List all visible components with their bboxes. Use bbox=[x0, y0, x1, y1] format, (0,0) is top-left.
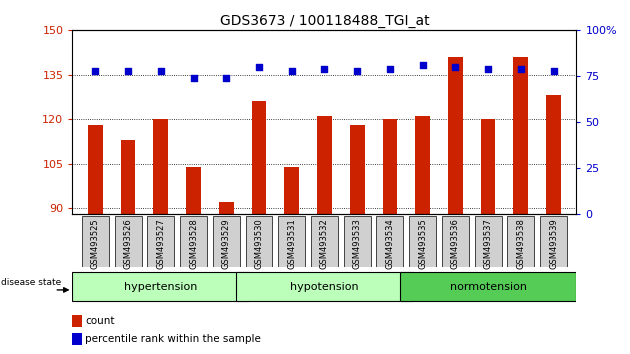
Point bbox=[156, 68, 166, 73]
Text: GSM493533: GSM493533 bbox=[353, 218, 362, 269]
Point bbox=[254, 64, 264, 70]
Bar bbox=[115, 216, 142, 267]
Text: GSM493537: GSM493537 bbox=[484, 218, 493, 269]
Bar bbox=[154, 119, 168, 214]
Bar bbox=[278, 216, 305, 267]
Text: GSM493536: GSM493536 bbox=[451, 218, 460, 269]
Bar bbox=[180, 216, 207, 267]
Bar bbox=[186, 167, 201, 214]
Point bbox=[450, 64, 461, 70]
Point bbox=[90, 68, 100, 73]
Bar bbox=[382, 119, 398, 214]
Bar bbox=[442, 216, 469, 267]
Bar bbox=[311, 216, 338, 267]
Bar bbox=[72, 273, 249, 301]
Bar bbox=[219, 202, 234, 214]
Bar bbox=[284, 167, 299, 214]
Point bbox=[385, 66, 395, 72]
Text: count: count bbox=[85, 316, 115, 326]
Text: GSM493531: GSM493531 bbox=[287, 218, 296, 269]
Bar bbox=[350, 125, 365, 214]
Text: GSM493530: GSM493530 bbox=[255, 218, 263, 269]
Text: percentile rank within the sample: percentile rank within the sample bbox=[85, 334, 261, 344]
Text: GSM493529: GSM493529 bbox=[222, 218, 231, 269]
Text: normotension: normotension bbox=[450, 282, 527, 292]
Bar bbox=[415, 116, 430, 214]
Text: GSM493526: GSM493526 bbox=[123, 218, 132, 269]
Bar bbox=[546, 96, 561, 214]
Bar bbox=[399, 273, 576, 301]
Bar bbox=[344, 216, 370, 267]
Bar bbox=[147, 216, 175, 267]
Text: GSM493527: GSM493527 bbox=[156, 218, 165, 269]
Bar bbox=[121, 140, 135, 214]
Text: GSM493538: GSM493538 bbox=[517, 218, 525, 269]
Title: GDS3673 / 100118488_TGI_at: GDS3673 / 100118488_TGI_at bbox=[220, 14, 429, 28]
Bar bbox=[72, 333, 81, 345]
Bar bbox=[481, 119, 495, 214]
Text: GSM493532: GSM493532 bbox=[320, 218, 329, 269]
Point bbox=[188, 75, 198, 81]
Bar bbox=[72, 315, 81, 327]
Point bbox=[221, 75, 231, 81]
Point bbox=[352, 68, 362, 73]
Text: GSM493539: GSM493539 bbox=[549, 218, 558, 269]
Bar bbox=[448, 57, 462, 214]
Point bbox=[287, 68, 297, 73]
Point bbox=[319, 66, 329, 72]
Bar bbox=[507, 216, 534, 267]
Point bbox=[483, 66, 493, 72]
Text: GSM493528: GSM493528 bbox=[189, 218, 198, 269]
Bar bbox=[540, 216, 567, 267]
Bar bbox=[317, 116, 332, 214]
Bar bbox=[236, 273, 413, 301]
Bar bbox=[513, 57, 528, 214]
Bar bbox=[474, 216, 501, 267]
Bar bbox=[251, 101, 266, 214]
Bar bbox=[410, 216, 436, 267]
Point bbox=[123, 68, 133, 73]
Bar bbox=[82, 216, 109, 267]
Text: GSM493534: GSM493534 bbox=[386, 218, 394, 269]
Point bbox=[418, 62, 428, 68]
Text: GSM493535: GSM493535 bbox=[418, 218, 427, 269]
Bar bbox=[246, 216, 272, 267]
Text: hypertension: hypertension bbox=[124, 282, 197, 292]
Text: GSM493525: GSM493525 bbox=[91, 218, 100, 269]
Bar bbox=[377, 216, 403, 267]
Point bbox=[516, 66, 526, 72]
Text: hypotension: hypotension bbox=[290, 282, 358, 292]
Bar bbox=[213, 216, 239, 267]
Point bbox=[549, 68, 559, 73]
Bar bbox=[88, 125, 103, 214]
Text: disease state: disease state bbox=[1, 278, 62, 287]
